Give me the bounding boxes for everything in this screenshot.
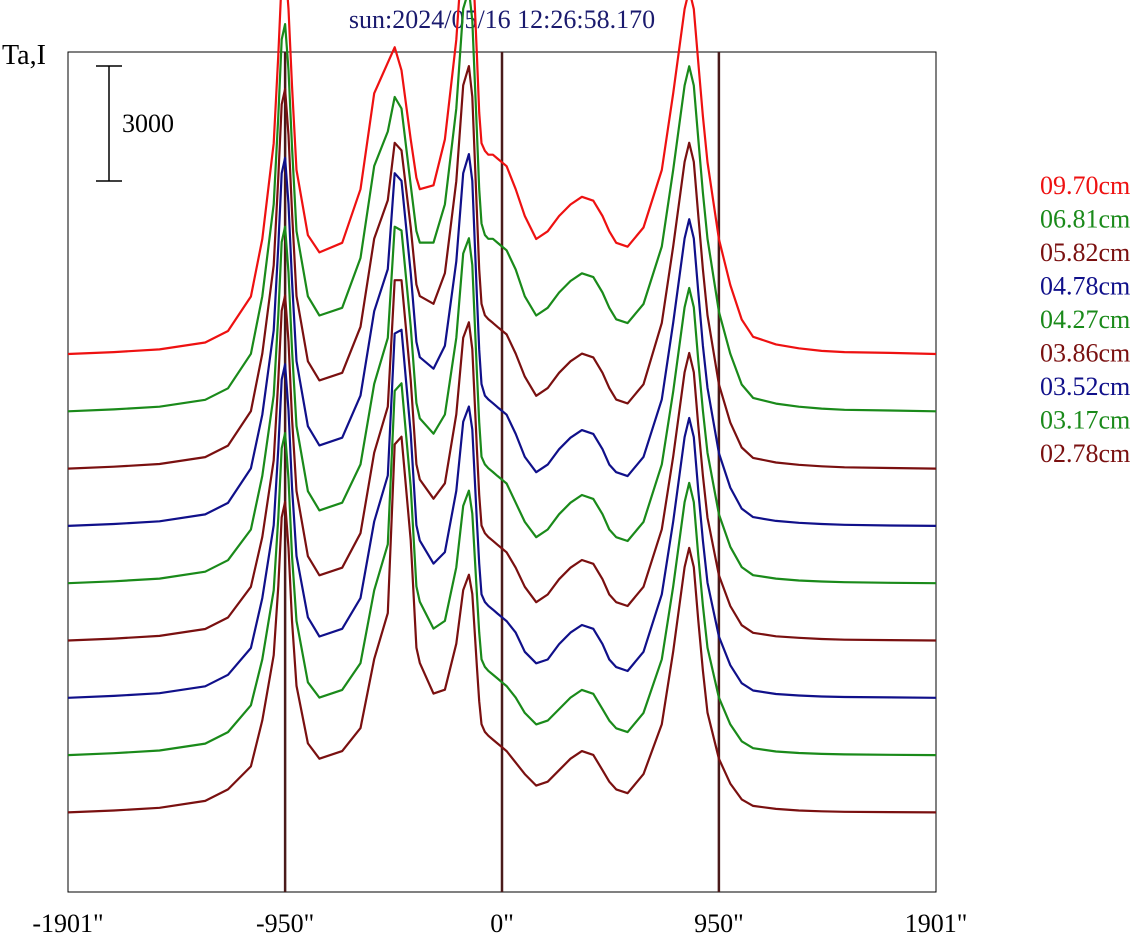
series-line-04.27cm [67,225,937,585]
legend-entry-09.70cm: 09.70cm [1040,171,1130,200]
legend-entry-06.81cm: 06.81cm [1040,205,1130,234]
legend-entry-05.82cm: 05.82cm [1040,238,1130,267]
series-line-03.17cm [67,382,937,757]
legend-entry-03.52cm: 03.52cm [1040,372,1130,401]
scale-bar-label: 3000 [122,109,174,138]
legend-entry-02.78cm: 02.78cm [1040,439,1130,468]
legend-entry-03.86cm: 03.86cm [1040,339,1130,368]
x-tick-label-4: 1901" [905,909,968,938]
x-tick-label-2: 0" [490,909,514,938]
x-tick-label-3: 950" [694,909,744,938]
series-line-02.78cm [67,435,937,814]
legend: 09.70cm 06.81cm 05.82cm 04.78cm 04.27cm 03.86… [1040,171,1130,468]
scale-bar: 3000 [96,65,174,182]
series-line-03.86cm [67,279,937,642]
x-tick-labels: -1901" -950" 0" 950" 1901" [32,909,967,938]
legend-entry-04.27cm: 04.27cm [1040,305,1130,334]
legend-entry-04.78cm: 04.78cm [1040,272,1130,301]
series-line-03.52cm [67,328,937,699]
x-tick-label-0: -1901" [32,909,103,938]
legend-entry-03.17cm: 03.17cm [1040,406,1130,435]
y-axis-label: Ta,I [2,40,46,71]
series-line-09.70cm [67,0,937,356]
vertical-guide-lines [283,52,721,892]
chart-title: sun:2024/05/16 12:26:58.170 [349,5,655,34]
series-line-05.82cm [67,64,937,470]
series-line-06.81cm [67,0,937,413]
x-tick-label-1: -950" [256,909,314,938]
series-group [67,0,937,814]
series-line-04.78cm [67,153,937,527]
